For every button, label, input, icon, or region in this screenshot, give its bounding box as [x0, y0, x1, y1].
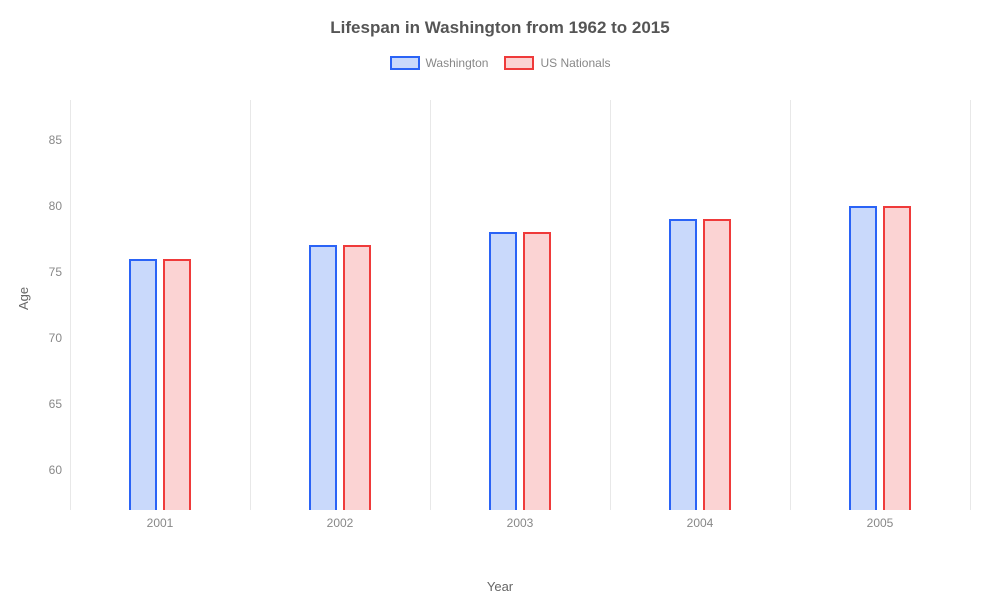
bar [489, 232, 517, 510]
bar [129, 259, 157, 510]
gridline-vertical [610, 100, 611, 510]
x-tick-label: 2003 [507, 516, 534, 530]
legend-item: Washington [390, 56, 489, 70]
gridline-vertical [970, 100, 971, 510]
bar [883, 206, 911, 510]
gridline-vertical [70, 100, 71, 510]
legend-label: US Nationals [540, 56, 610, 70]
x-tick-label: 2004 [687, 516, 714, 530]
y-tick-label: 65 [32, 397, 62, 411]
y-tick-label: 70 [32, 331, 62, 345]
bar [523, 232, 551, 510]
bar [669, 219, 697, 510]
plot-area: 2001 2002 2003 2004 2005 [70, 100, 970, 530]
legend-swatch [390, 56, 420, 70]
x-tick-label: 2005 [867, 516, 894, 530]
bar [703, 219, 731, 510]
bar [849, 206, 877, 510]
chart-title: Lifespan in Washington from 1962 to 2015 [0, 0, 1000, 38]
chart-container: Lifespan in Washington from 1962 to 2015… [0, 0, 1000, 600]
gridline-vertical [250, 100, 251, 510]
y-tick-label: 60 [32, 463, 62, 477]
gridline-vertical [430, 100, 431, 510]
y-tick-label: 80 [32, 199, 62, 213]
gridline-vertical [790, 100, 791, 510]
y-tick-label: 85 [32, 133, 62, 147]
x-tick-label: 2001 [147, 516, 174, 530]
x-axis-label: Year [0, 579, 1000, 594]
legend-label: Washington [426, 56, 489, 70]
legend-item: US Nationals [504, 56, 610, 70]
y-axis-label: Age [16, 287, 31, 310]
bar [343, 245, 371, 510]
legend-swatch [504, 56, 534, 70]
legend: Washington US Nationals [0, 56, 1000, 70]
bar [163, 259, 191, 510]
bar [309, 245, 337, 510]
y-tick-label: 75 [32, 265, 62, 279]
x-tick-label: 2002 [327, 516, 354, 530]
